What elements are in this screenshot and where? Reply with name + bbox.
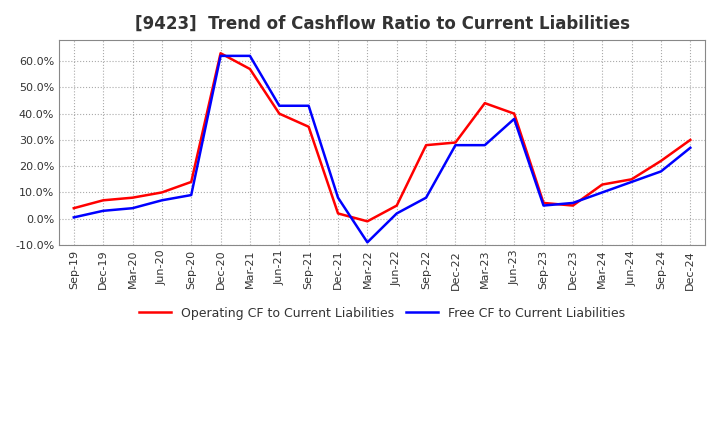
Free CF to Current Liabilities xyxy=(187,192,196,198)
Operating CF to Current Liabilities xyxy=(216,51,225,56)
Free CF to Current Liabilities xyxy=(657,169,665,174)
Operating CF to Current Liabilities xyxy=(392,203,401,208)
Operating CF to Current Liabilities xyxy=(686,137,695,143)
Free CF to Current Liabilities xyxy=(333,195,342,200)
Operating CF to Current Liabilities xyxy=(422,143,431,148)
Free CF to Current Liabilities xyxy=(686,145,695,150)
Operating CF to Current Liabilities xyxy=(480,100,489,106)
Free CF to Current Liabilities xyxy=(99,208,107,213)
Free CF to Current Liabilities xyxy=(275,103,284,108)
Free CF to Current Liabilities xyxy=(363,240,372,245)
Free CF to Current Liabilities xyxy=(69,215,78,220)
Free CF to Current Liabilities xyxy=(422,195,431,200)
Operating CF to Current Liabilities xyxy=(305,124,313,129)
Line: Free CF to Current Liabilities: Free CF to Current Liabilities xyxy=(73,56,690,242)
Operating CF to Current Liabilities xyxy=(158,190,166,195)
Operating CF to Current Liabilities xyxy=(569,203,577,208)
Operating CF to Current Liabilities xyxy=(627,176,636,182)
Line: Operating CF to Current Liabilities: Operating CF to Current Liabilities xyxy=(73,53,690,221)
Operating CF to Current Liabilities xyxy=(275,111,284,116)
Free CF to Current Liabilities xyxy=(392,211,401,216)
Legend: Operating CF to Current Liabilities, Free CF to Current Liabilities: Operating CF to Current Liabilities, Fre… xyxy=(135,302,630,325)
Operating CF to Current Liabilities xyxy=(510,111,518,116)
Operating CF to Current Liabilities xyxy=(187,179,196,184)
Free CF to Current Liabilities xyxy=(627,179,636,184)
Free CF to Current Liabilities xyxy=(480,143,489,148)
Operating CF to Current Liabilities xyxy=(598,182,606,187)
Title: [9423]  Trend of Cashflow Ratio to Current Liabilities: [9423] Trend of Cashflow Ratio to Curren… xyxy=(135,15,629,33)
Free CF to Current Liabilities xyxy=(216,53,225,59)
Free CF to Current Liabilities xyxy=(305,103,313,108)
Operating CF to Current Liabilities xyxy=(363,219,372,224)
Operating CF to Current Liabilities xyxy=(246,66,254,72)
Free CF to Current Liabilities xyxy=(451,143,460,148)
Free CF to Current Liabilities xyxy=(128,205,137,211)
Free CF to Current Liabilities xyxy=(510,116,518,121)
Operating CF to Current Liabilities xyxy=(128,195,137,200)
Operating CF to Current Liabilities xyxy=(657,158,665,164)
Free CF to Current Liabilities xyxy=(246,53,254,59)
Operating CF to Current Liabilities xyxy=(333,211,342,216)
Operating CF to Current Liabilities xyxy=(69,205,78,211)
Operating CF to Current Liabilities xyxy=(99,198,107,203)
Operating CF to Current Liabilities xyxy=(451,140,460,145)
Operating CF to Current Liabilities xyxy=(539,200,548,205)
Free CF to Current Liabilities xyxy=(539,203,548,208)
Free CF to Current Liabilities xyxy=(598,190,606,195)
Free CF to Current Liabilities xyxy=(158,198,166,203)
Free CF to Current Liabilities xyxy=(569,200,577,205)
